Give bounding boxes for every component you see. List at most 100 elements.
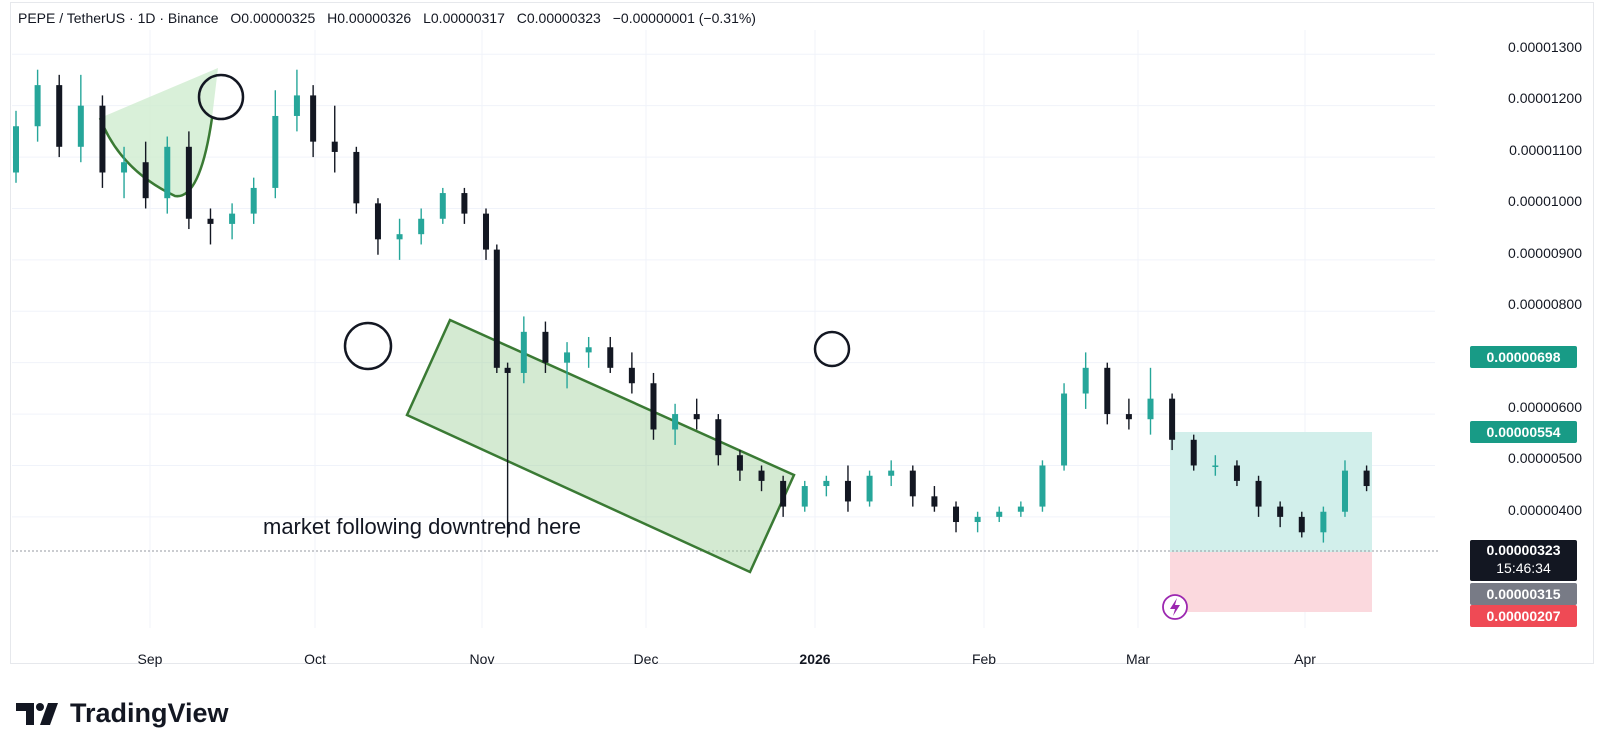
stop-zone <box>1170 552 1372 612</box>
candle-body <box>996 511 1003 517</box>
candle-body <box>1017 506 1024 512</box>
candle-body <box>1104 367 1111 415</box>
time-axis-label: Mar <box>1125 651 1151 667</box>
candle-body <box>628 367 635 384</box>
candle-body <box>272 115 279 188</box>
candle-body <box>1082 367 1089 394</box>
candle-body <box>331 141 338 152</box>
candle-body <box>396 234 403 240</box>
time-axis-label: Apr <box>1294 651 1316 667</box>
candle-body <box>229 213 236 224</box>
candle-body <box>1039 465 1046 507</box>
candle-body <box>1212 465 1219 467</box>
stop-price-tag: 0.00000207 <box>1470 605 1577 627</box>
candle-body <box>1190 439 1197 466</box>
candle-body <box>801 486 808 507</box>
candle-body <box>520 331 527 373</box>
candle-body <box>1255 480 1262 507</box>
cup-pattern-curve <box>98 117 214 198</box>
candle-body <box>672 414 679 430</box>
candle-body <box>310 95 317 142</box>
price-axis-label: 0.00001000 <box>1508 193 1582 209</box>
candle-body <box>650 383 657 430</box>
target-zone <box>1170 432 1372 552</box>
last-price-value: 0.00000323 <box>1486 542 1561 558</box>
candle-body <box>844 480 851 502</box>
candle-body <box>542 331 549 363</box>
price-axis-label: 0.00000600 <box>1508 399 1582 415</box>
symbol-header: PEPE / TetherUS · 1D · Binance O0.000003… <box>18 10 764 26</box>
candle-body <box>974 516 981 523</box>
candle-body <box>142 162 149 199</box>
candle-body <box>56 85 63 147</box>
last-price-tag: 0.00000323 15:46:34 <box>1470 540 1577 581</box>
candle-body <box>504 367 511 373</box>
candle-body <box>585 347 592 353</box>
candle-body <box>823 480 830 487</box>
price-axis-label: 0.00000800 <box>1508 296 1582 312</box>
target-price-tag: 0.00000554 <box>1470 421 1577 443</box>
breakdown-marker-circle <box>343 321 393 371</box>
close-value: C0.00000323 <box>516 10 601 26</box>
candle-body <box>250 187 257 214</box>
candle-body <box>1125 414 1132 420</box>
candle-body <box>1363 470 1370 487</box>
candle-body <box>164 146 171 199</box>
candle-body <box>1341 470 1348 512</box>
candle-body <box>207 218 214 224</box>
candle-body <box>1169 398 1176 440</box>
lightning-icon-bolt <box>1170 598 1180 616</box>
candle-body <box>34 85 41 127</box>
candle-body <box>185 146 192 219</box>
entry-price-tag: 0.00000315 <box>1470 583 1577 605</box>
time-axis-label: Sep <box>137 651 163 667</box>
tradingview-wordmark: TradingView <box>70 698 229 728</box>
price-axis-label: 0.00001100 <box>1509 142 1582 158</box>
candle-body <box>77 105 84 147</box>
price-axis-label: 0.00000500 <box>1508 450 1582 466</box>
downtrend-channel <box>405 318 796 574</box>
resistance-price-tag: 0.00000698 <box>1470 346 1577 368</box>
tradingview-logo[interactable]: TradingView <box>16 698 229 729</box>
time-axis-label: Nov <box>469 651 495 667</box>
candle-countdown: 15:46:34 <box>1496 560 1551 576</box>
time-axis-label: 2026 <box>799 651 831 667</box>
price-axis-label: 0.00000400 <box>1508 502 1582 518</box>
price-axis-label: 0.00001300 <box>1508 39 1582 55</box>
candle-body <box>715 419 722 456</box>
candle-body <box>374 203 381 240</box>
candle-body <box>736 455 743 471</box>
chart-annotation[interactable]: market following downtrend here <box>263 514 581 539</box>
tradingview-logo-icon <box>16 702 58 725</box>
candle-body <box>353 151 360 204</box>
candle-body <box>461 193 468 214</box>
time-axis-label: Dec <box>633 651 659 667</box>
open-value: O0.00000325 <box>230 10 316 26</box>
candle-body <box>493 249 500 368</box>
candle-body <box>1298 516 1305 533</box>
candle-body <box>293 95 300 116</box>
candle-body <box>1233 465 1240 481</box>
symbol-label[interactable]: PEPE / TetherUS · 1D · Binance <box>18 10 219 26</box>
resistance-marker-circle <box>813 330 851 368</box>
change-value: −0.00000001 (−0.31%) <box>612 10 756 26</box>
candle-body <box>888 470 895 476</box>
candle-body <box>758 470 765 481</box>
candle-body <box>780 480 787 507</box>
candle-body <box>13 126 19 173</box>
price-axis-label: 0.00001200 <box>1508 90 1582 106</box>
time-axis-label: Oct <box>304 651 326 667</box>
price-axis-label: 0.00000900 <box>1508 245 1582 261</box>
candle-body <box>439 193 446 219</box>
chart-frame <box>10 2 1594 664</box>
candle-body <box>564 352 571 363</box>
candle-body <box>418 218 425 235</box>
candle-body <box>1320 511 1327 533</box>
candle-body <box>607 347 614 368</box>
candle-body <box>1061 393 1068 466</box>
low-value: L0.00000317 <box>423 10 505 26</box>
candle-body <box>99 105 106 173</box>
high-value: H0.00000326 <box>327 10 412 26</box>
candle-body <box>909 470 916 497</box>
